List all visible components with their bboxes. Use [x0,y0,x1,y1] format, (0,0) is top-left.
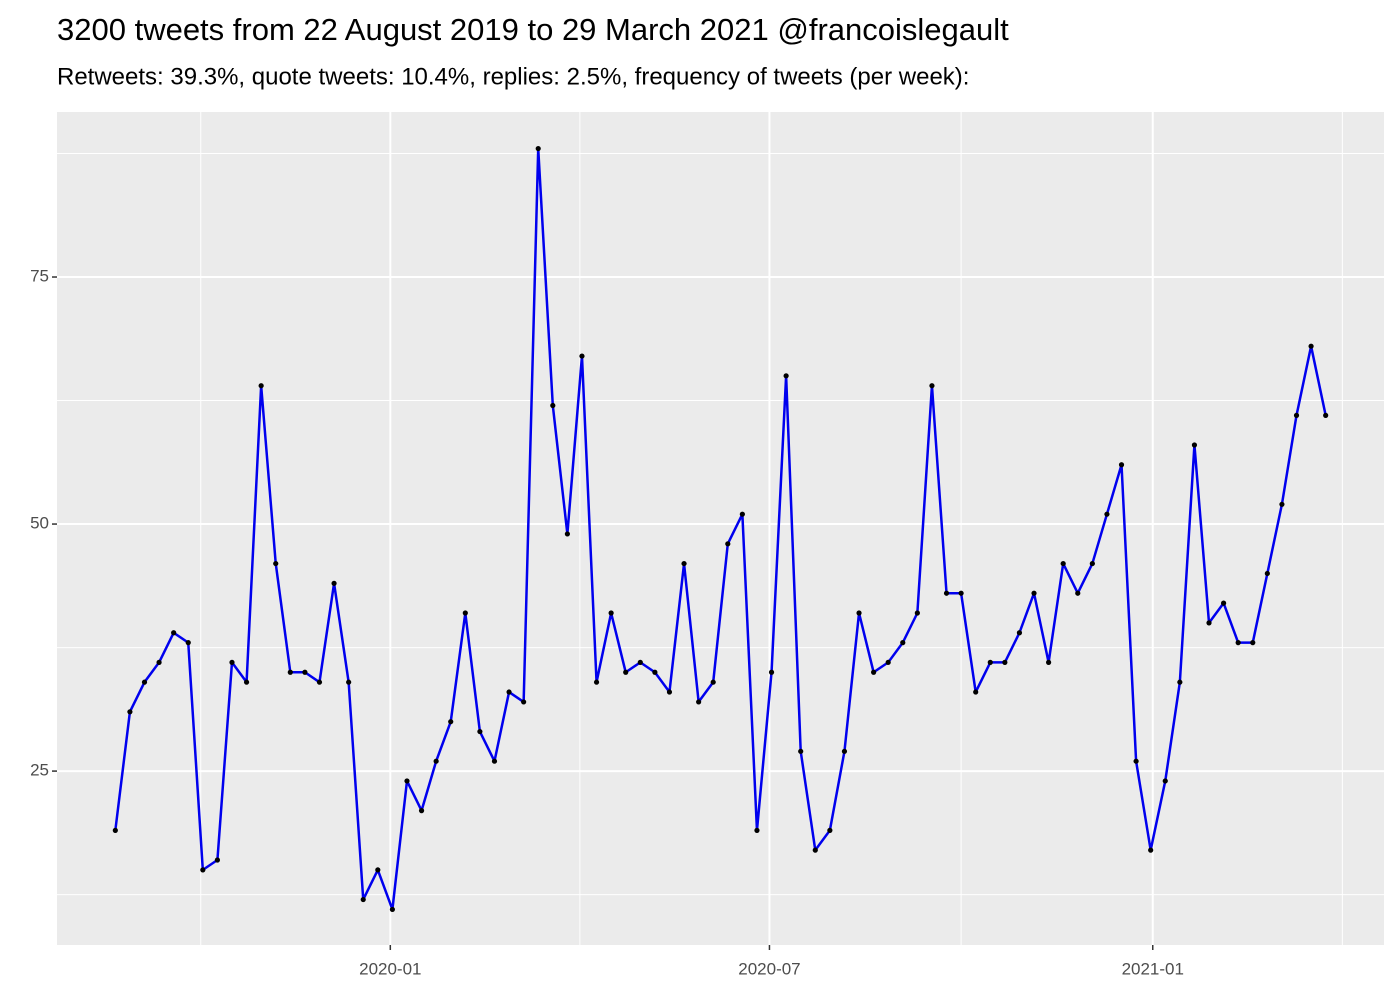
point [302,669,308,675]
point [1323,412,1329,418]
chart-subtitle: Retweets: 39.3%, quote tweets: 10.4%, re… [57,63,969,90]
point [200,867,206,873]
point [477,728,483,735]
point [156,659,162,665]
point [812,847,818,853]
point [827,827,833,833]
point [185,640,191,646]
point [360,896,366,903]
point [346,679,352,685]
y-tick-label: 50 [30,514,49,533]
point [696,699,702,705]
panel [57,112,1384,945]
point [316,679,323,685]
point [1031,590,1037,596]
x-tick-label: 2020-07 [738,959,800,978]
point [593,679,600,685]
point [1308,343,1314,349]
line [114,147,1327,911]
point [1075,590,1081,596]
point [637,659,643,665]
point [885,659,891,665]
point [375,867,381,873]
point [841,748,848,754]
point [258,383,264,389]
point [564,531,570,537]
point [754,827,760,833]
point [448,719,454,725]
point [1206,620,1212,626]
point [389,906,395,913]
x-tick-label: 2021-01 [1122,959,1184,978]
point [958,590,964,596]
point [1191,442,1198,448]
point [1089,560,1095,567]
point [1220,600,1227,606]
point [1250,640,1256,646]
point [856,610,862,616]
point [331,580,337,586]
point [418,808,425,814]
point [273,560,279,567]
point [506,689,512,695]
point [127,709,133,715]
point [914,610,920,616]
point [1264,570,1270,577]
point [943,590,950,596]
point [1016,630,1023,636]
point [623,669,629,675]
point [1060,560,1066,567]
point [987,659,993,665]
point [1235,640,1241,646]
point [681,560,687,567]
point [141,679,148,685]
point [1046,659,1052,665]
chart-title: 3200 tweets from 22 August 2019 to 29 Ma… [57,12,1009,47]
point [1279,501,1285,507]
point [535,145,541,152]
point [783,373,789,379]
point [287,669,293,675]
point [739,511,745,517]
point [579,353,585,359]
point [1002,659,1008,665]
point [871,669,877,675]
point [798,748,804,754]
point [900,640,906,646]
point [710,679,716,685]
point [929,383,935,389]
point [666,689,673,695]
point [214,857,221,863]
point [550,402,556,409]
y-tick-label: 25 [30,761,49,780]
point [243,679,250,685]
point [1104,511,1110,517]
point [1293,412,1300,418]
point [1177,679,1183,685]
point [462,610,468,616]
x-tick-label: 2020-01 [359,959,421,978]
point [521,699,527,705]
point [404,778,410,784]
point [491,758,498,764]
point [652,669,658,675]
point [171,630,177,636]
point [1148,847,1154,853]
point [1133,758,1139,764]
point [768,669,775,675]
point [229,659,235,665]
y-tick-label: 75 [30,267,49,286]
point [433,758,439,764]
point [725,541,731,547]
point [112,827,118,833]
point [1162,778,1168,784]
point [608,610,614,616]
point [973,689,979,695]
point [1118,462,1125,468]
